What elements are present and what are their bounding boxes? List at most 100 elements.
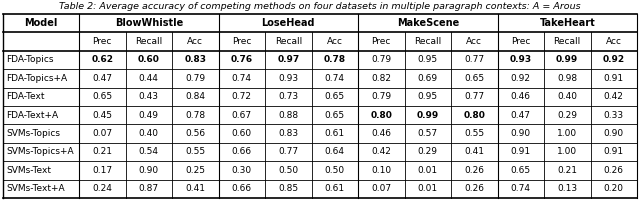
Text: Acc: Acc [188, 37, 204, 46]
Text: Acc: Acc [605, 37, 621, 46]
Text: 0.26: 0.26 [464, 166, 484, 175]
Text: 0.90: 0.90 [139, 166, 159, 175]
Text: 0.43: 0.43 [139, 92, 159, 101]
Text: Prec: Prec [511, 37, 531, 46]
Text: 0.10: 0.10 [371, 166, 391, 175]
Text: 0.65: 0.65 [92, 92, 112, 101]
Text: 0.50: 0.50 [324, 166, 345, 175]
Text: 0.83: 0.83 [184, 55, 206, 64]
Text: 0.84: 0.84 [185, 92, 205, 101]
Text: 0.60: 0.60 [138, 55, 160, 64]
Text: MakeScene: MakeScene [397, 18, 459, 28]
Text: Recall: Recall [554, 37, 581, 46]
Text: FDA-Text: FDA-Text [6, 92, 45, 101]
Text: 0.57: 0.57 [418, 129, 438, 138]
Text: 0.44: 0.44 [139, 74, 159, 83]
Text: 0.61: 0.61 [324, 129, 345, 138]
Text: 0.42: 0.42 [604, 92, 624, 101]
Text: LoseHead: LoseHead [262, 18, 315, 28]
Text: 0.01: 0.01 [418, 184, 438, 193]
Text: 0.29: 0.29 [557, 111, 577, 120]
Text: 0.46: 0.46 [371, 129, 391, 138]
Text: Prec: Prec [372, 37, 391, 46]
Text: 0.21: 0.21 [92, 147, 112, 156]
Text: 0.30: 0.30 [232, 166, 252, 175]
Text: FDA-Text+A: FDA-Text+A [6, 111, 58, 120]
Text: 0.88: 0.88 [278, 111, 298, 120]
Text: 0.01: 0.01 [418, 166, 438, 175]
Text: 0.26: 0.26 [464, 184, 484, 193]
Text: 0.98: 0.98 [557, 74, 577, 83]
Text: 0.73: 0.73 [278, 92, 298, 101]
Text: Table 2: Average accuracy of competing methods on four datasets in multiple para: Table 2: Average accuracy of competing m… [59, 2, 581, 11]
Text: 0.91: 0.91 [604, 74, 624, 83]
Text: 0.67: 0.67 [232, 111, 252, 120]
Text: Recall: Recall [135, 37, 163, 46]
Text: 0.55: 0.55 [464, 129, 484, 138]
Text: 0.90: 0.90 [604, 129, 624, 138]
Text: 0.91: 0.91 [604, 147, 624, 156]
Text: 0.29: 0.29 [418, 147, 438, 156]
Text: 0.93: 0.93 [509, 55, 532, 64]
Text: 0.13: 0.13 [557, 184, 577, 193]
Text: 0.92: 0.92 [511, 74, 531, 83]
Text: 0.07: 0.07 [371, 184, 391, 193]
Text: 0.85: 0.85 [278, 184, 298, 193]
Text: 0.91: 0.91 [511, 147, 531, 156]
Text: 0.60: 0.60 [232, 129, 252, 138]
Text: 0.95: 0.95 [418, 92, 438, 101]
Text: 0.49: 0.49 [139, 111, 159, 120]
Text: SVMs-Text+A: SVMs-Text+A [6, 184, 65, 193]
Text: 0.21: 0.21 [557, 166, 577, 175]
Text: 0.41: 0.41 [464, 147, 484, 156]
Text: 0.78: 0.78 [185, 111, 205, 120]
Text: 0.07: 0.07 [92, 129, 112, 138]
Text: 0.66: 0.66 [232, 147, 252, 156]
Text: 0.74: 0.74 [232, 74, 252, 83]
Text: 0.50: 0.50 [278, 166, 298, 175]
Text: 0.62: 0.62 [92, 55, 113, 64]
Text: 0.97: 0.97 [277, 55, 300, 64]
Text: 0.74: 0.74 [324, 74, 345, 83]
Text: 0.65: 0.65 [511, 166, 531, 175]
Text: SVMs-Text: SVMs-Text [6, 166, 51, 175]
Text: 0.61: 0.61 [324, 184, 345, 193]
Text: BlowWhistle: BlowWhistle [115, 18, 183, 28]
Text: 0.80: 0.80 [463, 111, 485, 120]
Text: Recall: Recall [275, 37, 302, 46]
Text: 0.92: 0.92 [603, 55, 625, 64]
Text: 0.69: 0.69 [418, 74, 438, 83]
Text: 0.79: 0.79 [371, 92, 391, 101]
Text: 0.87: 0.87 [139, 184, 159, 193]
Text: 0.90: 0.90 [511, 129, 531, 138]
Text: 0.24: 0.24 [92, 184, 112, 193]
Text: 0.55: 0.55 [185, 147, 205, 156]
Text: 0.56: 0.56 [185, 129, 205, 138]
Text: 0.79: 0.79 [371, 55, 391, 64]
Text: 0.54: 0.54 [139, 147, 159, 156]
Text: Recall: Recall [414, 37, 442, 46]
Text: 0.26: 0.26 [604, 166, 624, 175]
Text: 0.42: 0.42 [371, 147, 391, 156]
Text: Prec: Prec [232, 37, 252, 46]
Text: 0.41: 0.41 [185, 184, 205, 193]
Text: Prec: Prec [93, 37, 112, 46]
Text: 0.77: 0.77 [464, 55, 484, 64]
Text: 0.83: 0.83 [278, 129, 298, 138]
Text: 0.47: 0.47 [511, 111, 531, 120]
Text: 1.00: 1.00 [557, 147, 577, 156]
Text: SVMs-Topics: SVMs-Topics [6, 129, 60, 138]
Text: 0.76: 0.76 [230, 55, 253, 64]
Text: 0.72: 0.72 [232, 92, 252, 101]
Text: 0.99: 0.99 [417, 111, 439, 120]
Text: FDA-Topics+A: FDA-Topics+A [6, 74, 67, 83]
Text: 0.65: 0.65 [464, 74, 484, 83]
Text: 0.77: 0.77 [464, 92, 484, 101]
Text: 0.17: 0.17 [92, 166, 112, 175]
Text: 0.45: 0.45 [92, 111, 112, 120]
Text: 0.65: 0.65 [324, 111, 345, 120]
Text: SVMs-Topics+A: SVMs-Topics+A [6, 147, 74, 156]
Text: 0.40: 0.40 [139, 129, 159, 138]
Text: 0.78: 0.78 [324, 55, 346, 64]
Text: 0.40: 0.40 [557, 92, 577, 101]
